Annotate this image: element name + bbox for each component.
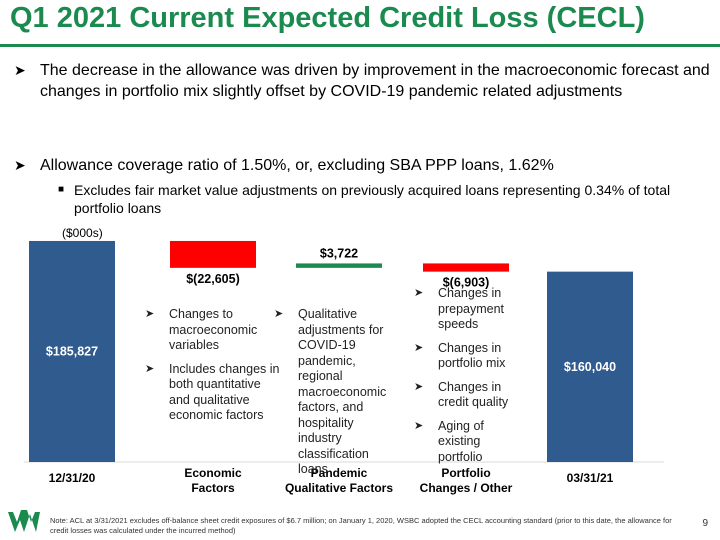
square-bullet-icon: ■: [58, 184, 65, 195]
sub-bullet-text: Excludes fair market value adjustments o…: [74, 182, 671, 216]
note-item: ➤ Changes in credit quality: [414, 379, 509, 410]
value-label-0: $185,827: [46, 344, 98, 358]
bar-2: [296, 263, 382, 268]
category-label-1: Economic: [184, 466, 242, 480]
note-item: ➤ Changes to macroeconomic variables: [145, 307, 258, 352]
arrowhead-bullet-icon: ➤: [414, 419, 424, 432]
arrowhead-bullet-icon: ➤: [414, 380, 424, 393]
value-label-1: $(22,605): [186, 272, 240, 286]
note-item: ➤ Aging of existing portfolio: [414, 418, 484, 464]
bullet-2-text: Allowance coverage ratio of 1.50%, or, e…: [40, 157, 554, 174]
note-item: ➤ Changes in prepayment speeds: [414, 286, 505, 331]
page-number: 9: [702, 518, 708, 529]
notes-economic-factors: ➤ Changes to macroeconomic variables ➤ Inc…: [145, 307, 285, 424]
note-item: ➤ Changes in portfolio mix: [414, 340, 506, 371]
note-item: ➤ Qualitative adjustments for COVID-19 pa…: [274, 307, 387, 476]
page-title: Q1 2021 Current Expected Credit Loss (CE…: [10, 2, 645, 34]
category-label-2: Pandemic: [311, 466, 368, 480]
units-label: ($000s): [62, 226, 103, 240]
category-label-2: Qualitative Factors: [285, 481, 393, 495]
waterfall-chart: $185,827 12/31/20 $(22,605) EconomicFactors…: [24, 240, 664, 495]
arrowhead-bullet-icon: ➤: [145, 362, 155, 375]
category-label-3: Portfolio: [441, 466, 490, 480]
bar-3: [423, 263, 509, 272]
note-item: ➤ Includes changes in both quantitative a…: [145, 361, 280, 423]
bar-0: [29, 240, 115, 462]
bar-1: [170, 240, 256, 268]
category-label-1: Factors: [191, 481, 235, 495]
value-label-3: $(6,903): [443, 276, 490, 290]
arrowhead-bullet-icon: ➤: [14, 62, 26, 78]
arrowhead-bullet-icon: ➤: [145, 308, 155, 320]
footnote: Note: ACL at 3/31/2021 excludes off-bala…: [50, 516, 672, 535]
value-label-4: $160,040: [564, 360, 616, 374]
wesbanco-logo: [8, 510, 40, 532]
title-rule: [0, 44, 720, 47]
category-label-3: Changes / Other: [420, 481, 513, 495]
notes-portfolio-changes: ➤ Changes in prepayment speeds ➤ Changes i…: [414, 286, 524, 465]
bar-4: [547, 271, 633, 462]
category-label-4: 03/31/21: [567, 471, 614, 485]
category-label-0: 12/31/20: [49, 471, 96, 485]
arrowhead-bullet-icon: ➤: [414, 341, 424, 354]
arrowhead-bullet-icon: ➤: [414, 287, 424, 299]
value-label-2: $3,722: [320, 246, 358, 260]
arrowhead-bullet-icon: ➤: [14, 157, 26, 173]
bullet-1-text: The decrease in the allowance was driven…: [40, 62, 710, 100]
notes-pandemic-qualitative-factors: ➤ Qualitative adjustments for COVID-19 pa…: [274, 307, 386, 478]
arrowhead-bullet-icon: ➤: [274, 308, 284, 320]
